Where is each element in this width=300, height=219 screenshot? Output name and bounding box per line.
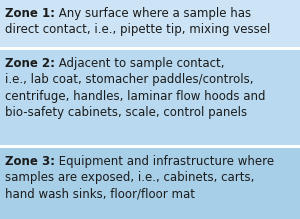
- Text: Any surface where a sample has: Any surface where a sample has: [55, 7, 251, 20]
- Text: Equipment and infrastructure where: Equipment and infrastructure where: [55, 155, 274, 168]
- Bar: [0, 0, 300, 47]
- Text: Zone 1:: Zone 1:: [5, 7, 55, 20]
- Bar: [0, 50, 300, 145]
- Bar: [0, 148, 300, 219]
- Text: centrifuge, handles, laminar flow hoods and: centrifuge, handles, laminar flow hoods …: [5, 90, 266, 102]
- Text: hand wash sinks, floor/floor mat: hand wash sinks, floor/floor mat: [5, 187, 195, 200]
- Text: bio-safety cabinets, scale, control panels: bio-safety cabinets, scale, control pane…: [5, 106, 247, 119]
- Text: samples are exposed, i.e., cabinets, carts,: samples are exposed, i.e., cabinets, car…: [5, 171, 254, 184]
- Text: Adjacent to sample contact,: Adjacent to sample contact,: [55, 57, 224, 70]
- Text: direct contact, i.e., pipette tip, mixing vessel: direct contact, i.e., pipette tip, mixin…: [5, 23, 270, 36]
- Text: i.e., lab coat, stomacher paddles/controls,: i.e., lab coat, stomacher paddles/contro…: [5, 73, 253, 86]
- Text: Zone 3:: Zone 3:: [5, 155, 55, 168]
- Text: Zone 2:: Zone 2:: [5, 57, 55, 70]
